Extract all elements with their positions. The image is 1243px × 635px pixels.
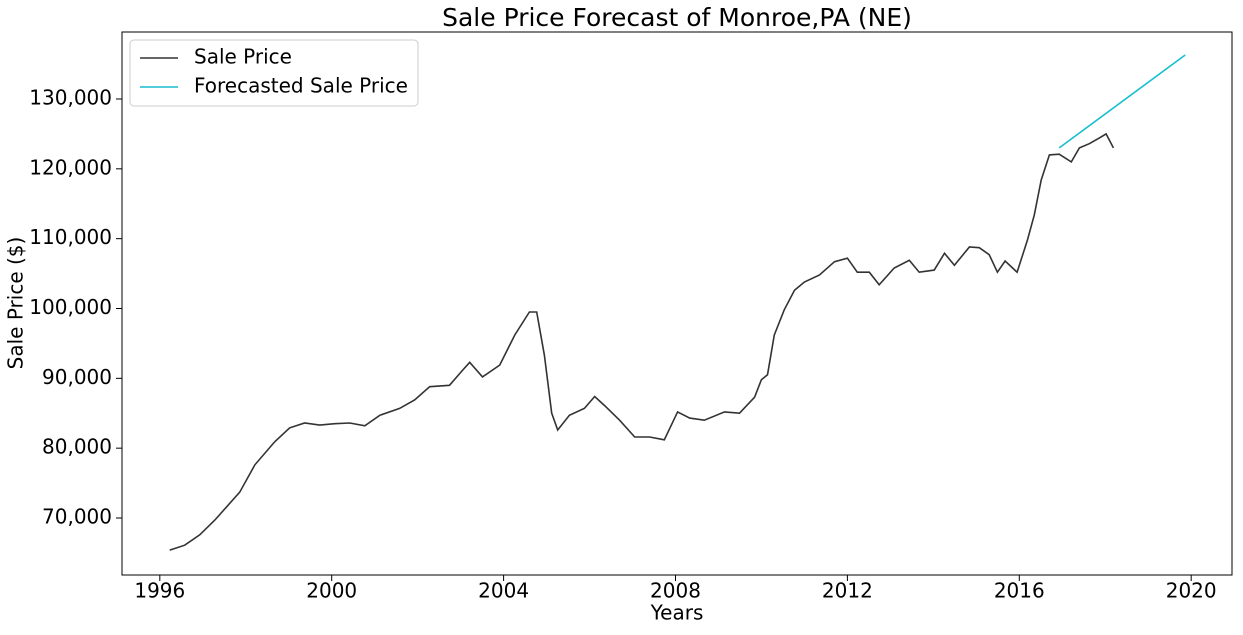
plot-frame — [121, 31, 1233, 576]
x-tick-label: 2008 — [650, 579, 701, 603]
x-tick-label: 2004 — [478, 579, 529, 603]
chart-title: Sale Price Forecast of Monroe,PA (NE) — [442, 3, 912, 32]
y-tick-label: 80,000 — [42, 435, 112, 459]
x-axis-label: Years — [650, 601, 704, 625]
y-axis-label: Sale Price ($) — [4, 237, 28, 370]
y-tick-label: 110,000 — [29, 225, 112, 249]
legend-box — [129, 39, 419, 107]
y-tick-label: 100,000 — [29, 295, 112, 319]
y-tick-label: 90,000 — [42, 365, 112, 389]
x-tick-label: 1996 — [134, 579, 185, 603]
x-tick-label: 2000 — [306, 579, 357, 603]
data-line — [169, 132, 1115, 551]
data-line — [1058, 54, 1186, 149]
x-tick-label: 2016 — [994, 579, 1045, 603]
legend-label: Forecasted Sale Price — [194, 74, 408, 98]
y-tick-label: 130,000 — [29, 86, 112, 110]
y-tick-label: 120,000 — [29, 155, 112, 179]
x-tick-label: 2012 — [822, 579, 873, 603]
legend-label: Sale Price — [194, 45, 292, 69]
x-tick-label: 2020 — [1166, 579, 1217, 603]
y-tick-label: 70,000 — [42, 504, 112, 528]
